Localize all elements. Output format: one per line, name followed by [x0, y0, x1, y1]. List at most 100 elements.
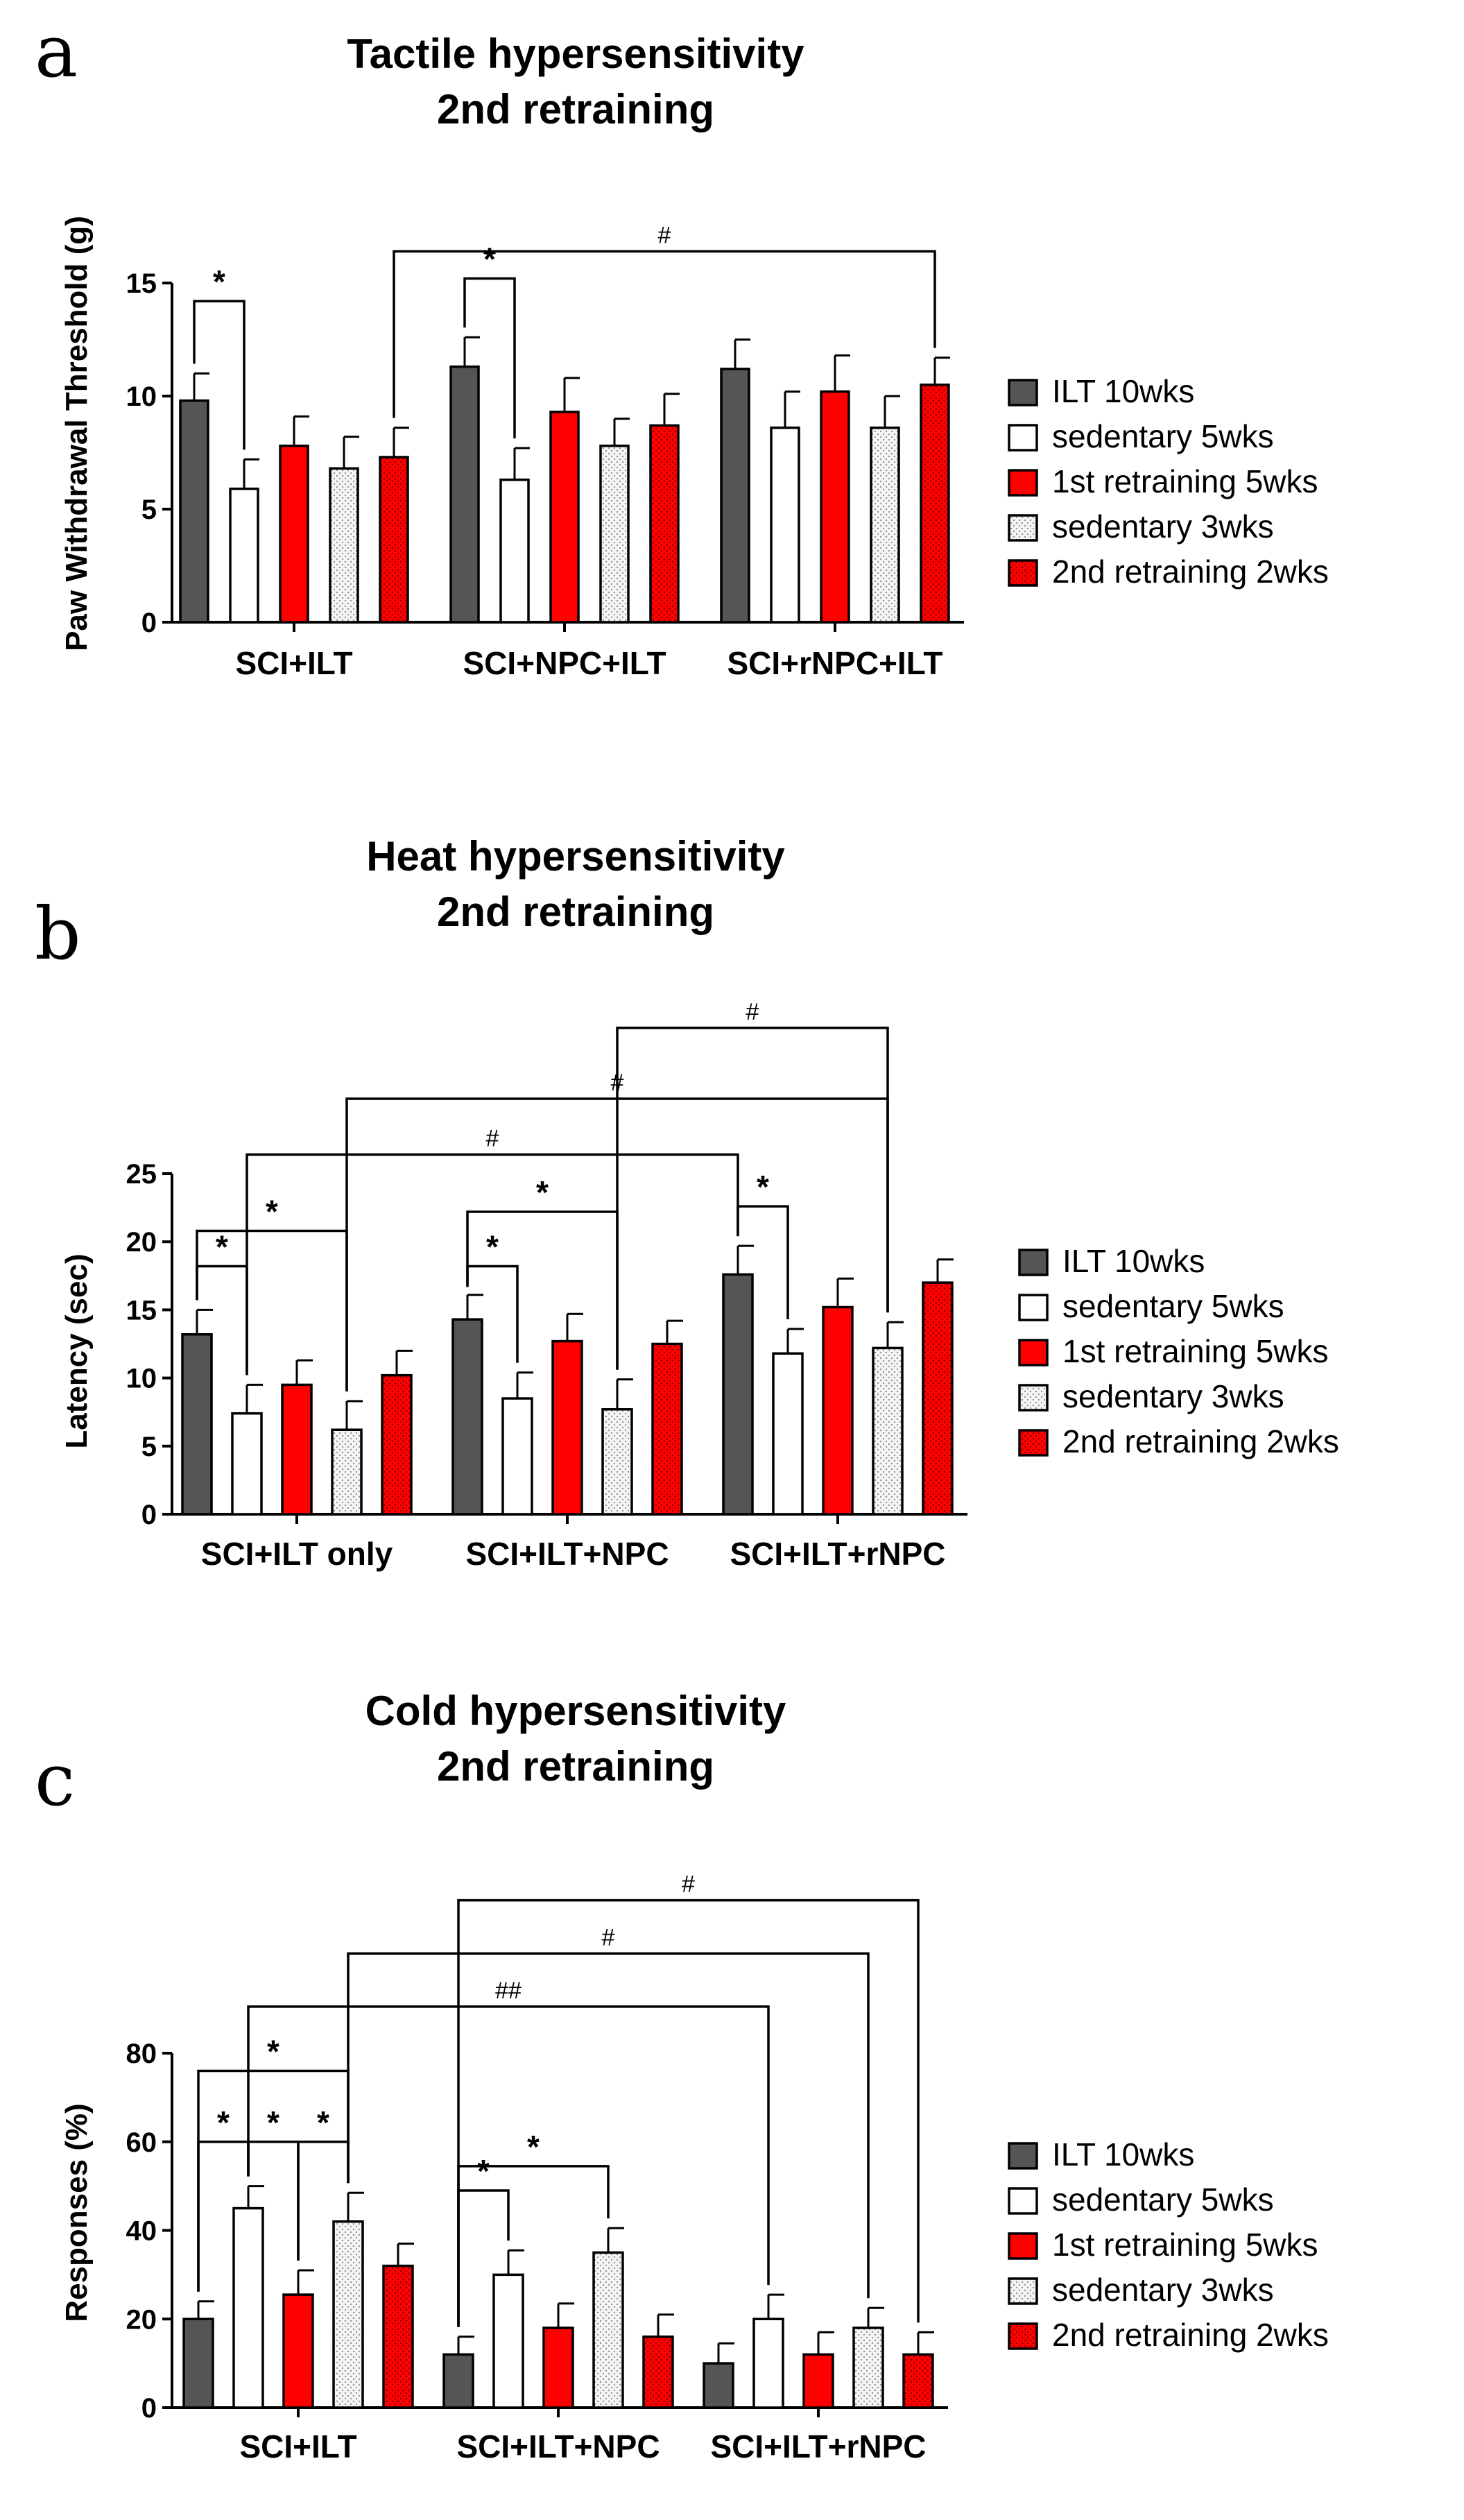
legend-label-ilt-10wks: ILT 10wks — [1052, 373, 1194, 409]
significance-bracket — [393, 250, 936, 418]
legend-swatch-sedentary-3wks — [1018, 1384, 1049, 1412]
legend-label-sedentary-5wks: sedentary 5wks — [1052, 2182, 1274, 2218]
significance-bracket — [247, 2005, 770, 2286]
y-tick-label: 0 — [141, 2393, 157, 2424]
bar-sedentary-5wks — [231, 1412, 263, 1516]
plot-area: 0 5 10 15 SCI+ILT SCI+NPC+ILT SCI+rNPC+ILT * * # — [126, 222, 964, 681]
bar-sedentary-3wks — [331, 1428, 363, 1516]
legend-label-sedentary-5wks: sedentary 5wks — [1062, 1288, 1284, 1324]
significance-star: * — [267, 2034, 279, 2070]
legend-swatch-ilt-10wks — [1008, 379, 1038, 406]
category-label: SCI+ILT+NPC — [465, 1536, 669, 1572]
significance-bracket — [246, 1153, 739, 1375]
significance-star: * — [486, 1229, 499, 1265]
panel-a: a Tactile hypersensitivity 2nd retrainin… — [35, 9, 1329, 681]
significance-star: * — [527, 2129, 540, 2165]
legend-label-sedentary-3wks: sedentary 3wks — [1052, 508, 1274, 545]
significance-hash: ## — [495, 1978, 522, 2004]
legend: ILT 10wks sedentary 5wks 1st retraining 5w… — [1008, 2136, 1329, 2353]
significance-star: * — [213, 264, 225, 300]
category-label: SCI+ILT — [239, 2428, 356, 2465]
y-axis-label: Latency (sec) — [60, 1253, 94, 1448]
category-label: SCI+ILT — [235, 645, 352, 681]
y-tick-label: 15 — [126, 1295, 157, 1326]
y-tick-label: 40 — [126, 2216, 157, 2247]
significance-star: * — [477, 2153, 490, 2189]
significance-hash: # — [486, 1126, 499, 1152]
legend-swatch-sedentary-5wks — [1018, 1294, 1049, 1321]
legend-swatch-sedentary-5wks — [1008, 2187, 1038, 2215]
plot-area: 0 5 10 15 20 25 SCI+ILT only SCI+ILT+NPC SCI+ILT… — [126, 999, 967, 1572]
bar-sedentary-5wks — [229, 487, 259, 624]
bar-retraining1-5wks — [820, 390, 850, 624]
bar-sedentary-5wks — [492, 2273, 524, 2409]
y-tick-label: 0 — [141, 608, 157, 638]
legend-swatch-ilt-10wks — [1008, 2142, 1038, 2170]
significance-star: * — [217, 2105, 230, 2141]
y-axis-label: Paw Withdrawal Threshold (g) — [60, 216, 94, 651]
bar-retraining2-2wks — [902, 2353, 934, 2409]
legend-swatch-retraining1-5wks — [1008, 2232, 1038, 2260]
y-tick-label: 15 — [126, 268, 157, 299]
legend-label-retraining2-2wks: 2nd retraining 2wks — [1052, 2317, 1329, 2353]
bar-ilt-10wks — [449, 365, 480, 624]
bar-sedentary-3wks — [872, 1346, 904, 1516]
y-tick-label: 10 — [126, 382, 157, 412]
category-label: SCI+ILT+rNPC — [730, 1536, 946, 1572]
bar-retraining1-5wks — [551, 1339, 583, 1516]
bar-ilt-10wks — [179, 399, 209, 624]
bar-sedentary-5wks — [501, 1397, 533, 1516]
legend-label-ilt-10wks: ILT 10wks — [1062, 1243, 1205, 1279]
legend-swatch-ilt-10wks — [1018, 1249, 1049, 1276]
bar-retraining1-5wks — [542, 2326, 574, 2409]
category-label: SCI+rNPC+ILT — [727, 645, 943, 681]
bar-sedentary-3wks — [332, 2220, 364, 2409]
bar-retraining1-5wks — [279, 444, 309, 624]
bar-ilt-10wks — [442, 2353, 474, 2409]
significance-hash: # — [658, 222, 671, 248]
bar-sedentary-3wks — [870, 426, 900, 624]
significance-star: * — [536, 1174, 549, 1210]
legend-swatch-retraining2-2wks — [1008, 559, 1038, 587]
bar-ilt-10wks — [703, 2362, 734, 2409]
significance-star: * — [216, 1229, 228, 1265]
category-label: SCI+ILT+NPC — [456, 2428, 660, 2465]
bar-sedentary-5wks — [232, 2206, 264, 2409]
y-tick-label: 10 — [126, 1364, 157, 1394]
bar-sedentary-3wks — [329, 467, 359, 624]
legend-swatch-sedentary-3wks — [1008, 2277, 1038, 2305]
significance-hash: # — [746, 999, 759, 1025]
significance-star: * — [757, 1169, 769, 1205]
bar-sedentary-5wks — [499, 478, 530, 624]
significance-star: * — [317, 2105, 329, 2141]
chart-title-line2: 2nd retraining — [437, 1743, 714, 1790]
legend-swatch-sedentary-5wks — [1008, 424, 1038, 452]
significance-star: * — [266, 1193, 278, 1229]
bar-sedentary-3wks — [852, 2326, 884, 2409]
legend-label-retraining1-5wks: 1st retraining 5wks — [1052, 463, 1318, 499]
significance-bracket — [347, 1952, 870, 2299]
panel-c: c Cold hypersensitivity 2nd retraining R… — [35, 1688, 1329, 2465]
bar-sedentary-5wks — [772, 1352, 804, 1516]
y-tick-label: 20 — [126, 1227, 157, 1258]
y-tick-label: 25 — [126, 1159, 157, 1190]
significance-bracket — [616, 1027, 889, 1370]
legend: ILT 10wks sedentary 5wks 1st retraining 5w… — [1018, 1243, 1339, 1459]
legend-label-sedentary-3wks: sedentary 3wks — [1062, 1378, 1284, 1414]
significance-bracket — [463, 277, 516, 438]
category-label: SCI+ILT only — [201, 1536, 393, 1572]
legend-label-retraining1-5wks: 1st retraining 5wks — [1052, 2227, 1318, 2263]
legend-swatch-sedentary-3wks — [1008, 514, 1038, 542]
y-tick-label: 60 — [126, 2127, 157, 2158]
legend-swatch-retraining2-2wks — [1018, 1429, 1049, 1457]
bar-ilt-10wks — [451, 1318, 483, 1516]
significance-bracket — [193, 300, 246, 450]
chart-title-line2: 2nd retraining — [437, 86, 714, 132]
bar-sedentary-3wks — [599, 444, 630, 624]
y-tick-label: 5 — [141, 495, 157, 525]
significance-hash: # — [602, 1924, 615, 1951]
legend-label-retraining1-5wks: 1st retraining 5wks — [1062, 1333, 1329, 1369]
bar-retraining1-5wks — [281, 1383, 313, 1516]
y-tick-label: 0 — [141, 1500, 157, 1530]
